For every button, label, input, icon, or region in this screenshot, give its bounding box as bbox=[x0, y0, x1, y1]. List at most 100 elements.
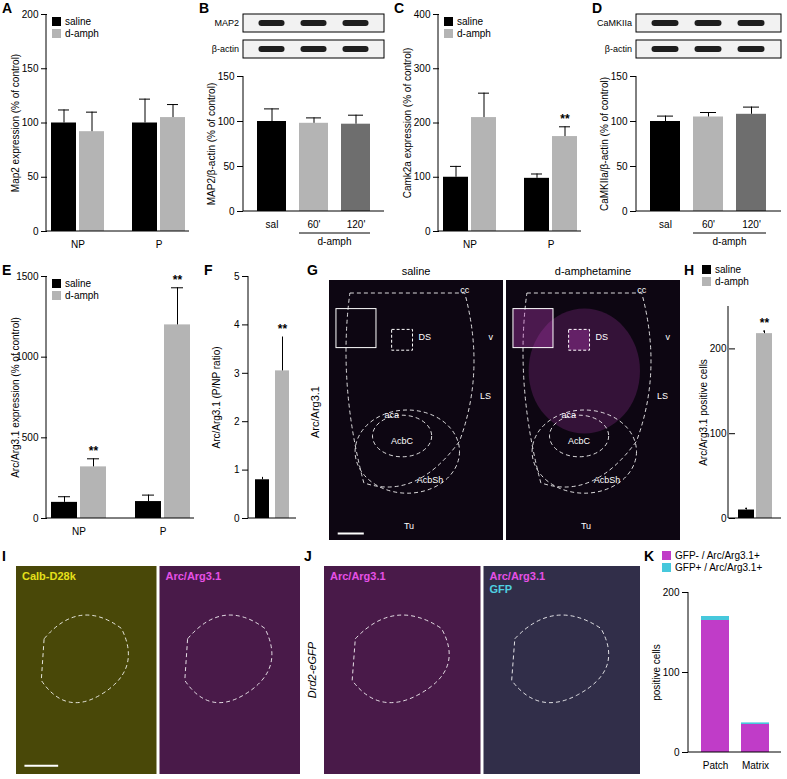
html-text:A: A bbox=[2, 0, 13, 16]
svg-text:P: P bbox=[160, 526, 167, 537]
svg-text:LS: LS bbox=[480, 391, 491, 401]
svg-text:100: 100 bbox=[611, 116, 628, 127]
svg-text:0: 0 bbox=[674, 747, 680, 758]
svg-text:saline: saline bbox=[402, 265, 431, 277]
svg-text:β-actin: β-actin bbox=[212, 44, 239, 54]
svg-text:200: 200 bbox=[414, 117, 431, 128]
svg-text:0: 0 bbox=[622, 206, 628, 217]
svg-text:150: 150 bbox=[611, 71, 628, 82]
svg-text:NP: NP bbox=[72, 526, 86, 537]
svg-text:β-actin: β-actin bbox=[605, 44, 632, 54]
svg-text:Drd2-eGFP: Drd2-eGFP bbox=[306, 641, 318, 698]
svg-text:0: 0 bbox=[229, 206, 235, 217]
svg-text:MAP2/β-actin (% of control): MAP2/β-actin (% of control) bbox=[206, 83, 217, 205]
svg-text:v: v bbox=[489, 332, 494, 342]
html-text:d-amph: d-amph bbox=[457, 28, 491, 39]
svg-text:Arc/Arg3.1: Arc/Arg3.1 bbox=[490, 570, 546, 582]
svg-text:100: 100 bbox=[663, 667, 680, 678]
svg-text:CaMKIIa: CaMKIIa bbox=[597, 18, 632, 28]
svg-text:100: 100 bbox=[414, 171, 431, 182]
svg-text:500: 500 bbox=[22, 432, 39, 443]
svg-text:50: 50 bbox=[616, 161, 628, 172]
svg-text:0: 0 bbox=[33, 226, 39, 237]
svg-text:150: 150 bbox=[218, 71, 235, 82]
svg-text:60': 60' bbox=[702, 219, 715, 230]
svg-text:Arc/Arg3.1 expression (% of co: Arc/Arg3.1 expression (% of control) bbox=[10, 317, 21, 478]
svg-text:positive cells: positive cells bbox=[651, 644, 662, 701]
svg-text:aca: aca bbox=[561, 410, 576, 420]
svg-text:DS: DS bbox=[595, 332, 608, 342]
svg-text:0: 0 bbox=[33, 513, 39, 524]
svg-text:100: 100 bbox=[22, 117, 39, 128]
svg-text:**: ** bbox=[760, 316, 770, 330]
svg-text:AcbC: AcbC bbox=[568, 436, 591, 446]
html-text:B: B bbox=[199, 0, 210, 16]
svg-text:AcbSh: AcbSh bbox=[594, 475, 621, 485]
svg-text:60': 60' bbox=[307, 219, 320, 230]
svg-text:100: 100 bbox=[710, 428, 727, 439]
svg-text:NP: NP bbox=[463, 239, 477, 250]
svg-text:Arc/Arg3.1: Arc/Arg3.1 bbox=[166, 570, 222, 582]
svg-text:d-amph: d-amph bbox=[318, 236, 352, 247]
svg-text:**: ** bbox=[89, 444, 99, 458]
svg-text:Arc/Arg3.1: Arc/Arg3.1 bbox=[309, 386, 321, 438]
html-text:d-amph: d-amph bbox=[65, 28, 99, 39]
svg-text:0: 0 bbox=[234, 513, 240, 524]
svg-text:**: ** bbox=[173, 273, 183, 287]
svg-text:200: 200 bbox=[710, 343, 727, 354]
svg-text:Camk2a expression (% of contro: Camk2a expression (% of control) bbox=[402, 48, 413, 199]
svg-text:MAP2: MAP2 bbox=[214, 18, 239, 28]
svg-text:120': 120' bbox=[742, 219, 761, 230]
html-text:D: D bbox=[592, 0, 603, 16]
svg-text:2: 2 bbox=[234, 416, 240, 427]
svg-text:Arc/Arg3.1: Arc/Arg3.1 bbox=[330, 570, 386, 582]
svg-text:v: v bbox=[666, 332, 671, 342]
svg-text:**: ** bbox=[560, 112, 570, 126]
svg-text:0: 0 bbox=[425, 226, 431, 237]
svg-text:Map2 expression (% of control): Map2 expression (% of control) bbox=[10, 54, 21, 192]
svg-text:DS: DS bbox=[418, 332, 431, 342]
svg-text:GFP: GFP bbox=[490, 583, 513, 595]
svg-text:d-amphetamine: d-amphetamine bbox=[555, 265, 631, 277]
svg-text:200: 200 bbox=[663, 587, 680, 598]
svg-text:cc: cc bbox=[637, 285, 647, 295]
svg-text:150: 150 bbox=[22, 63, 39, 74]
svg-text:50: 50 bbox=[27, 171, 39, 182]
svg-text:sal: sal bbox=[659, 219, 672, 230]
svg-text:400: 400 bbox=[414, 9, 431, 20]
svg-text:Arc/Arg3.1 (P/NP ratio): Arc/Arg3.1 (P/NP ratio) bbox=[211, 346, 222, 448]
svg-text:aca: aca bbox=[384, 410, 399, 420]
svg-text:AcbC: AcbC bbox=[391, 436, 414, 446]
svg-text:d-amph: d-amph bbox=[713, 236, 747, 247]
svg-text:AcbSh: AcbSh bbox=[417, 475, 444, 485]
svg-text:50: 50 bbox=[223, 161, 235, 172]
svg-text:LS: LS bbox=[657, 391, 668, 401]
svg-text:sal: sal bbox=[266, 219, 279, 230]
svg-text:**: ** bbox=[278, 322, 288, 336]
svg-text:Patch: Patch bbox=[703, 760, 729, 771]
svg-text:Tu: Tu bbox=[581, 521, 591, 531]
html-text:saline: saline bbox=[65, 16, 92, 27]
svg-text:CaMKIIa/β-actin (% of control): CaMKIIa/β-actin (% of control) bbox=[599, 77, 610, 211]
svg-text:5: 5 bbox=[234, 271, 240, 282]
svg-text:200: 200 bbox=[22, 9, 39, 20]
svg-text:Calb-D28k: Calb-D28k bbox=[22, 570, 77, 582]
svg-text:NP: NP bbox=[71, 239, 85, 250]
svg-text:Matrix: Matrix bbox=[742, 760, 769, 771]
svg-text:P: P bbox=[156, 239, 163, 250]
html-text:C: C bbox=[394, 0, 405, 16]
svg-text:1000: 1000 bbox=[16, 351, 39, 363]
svg-text:1500: 1500 bbox=[16, 271, 39, 282]
svg-text:3: 3 bbox=[234, 368, 240, 379]
svg-text:120': 120' bbox=[347, 219, 366, 230]
svg-text:Arc/Arg3.1 positive cells: Arc/Arg3.1 positive cells bbox=[698, 359, 709, 466]
html-text:saline: saline bbox=[457, 16, 484, 27]
svg-text:1: 1 bbox=[234, 464, 240, 475]
svg-text:Tu: Tu bbox=[404, 521, 414, 531]
svg-text:300: 300 bbox=[414, 63, 431, 74]
svg-text:0: 0 bbox=[721, 513, 727, 524]
svg-text:100: 100 bbox=[218, 116, 235, 127]
svg-text:4: 4 bbox=[234, 319, 240, 330]
svg-text:cc: cc bbox=[460, 285, 470, 295]
svg-text:P: P bbox=[548, 239, 555, 250]
